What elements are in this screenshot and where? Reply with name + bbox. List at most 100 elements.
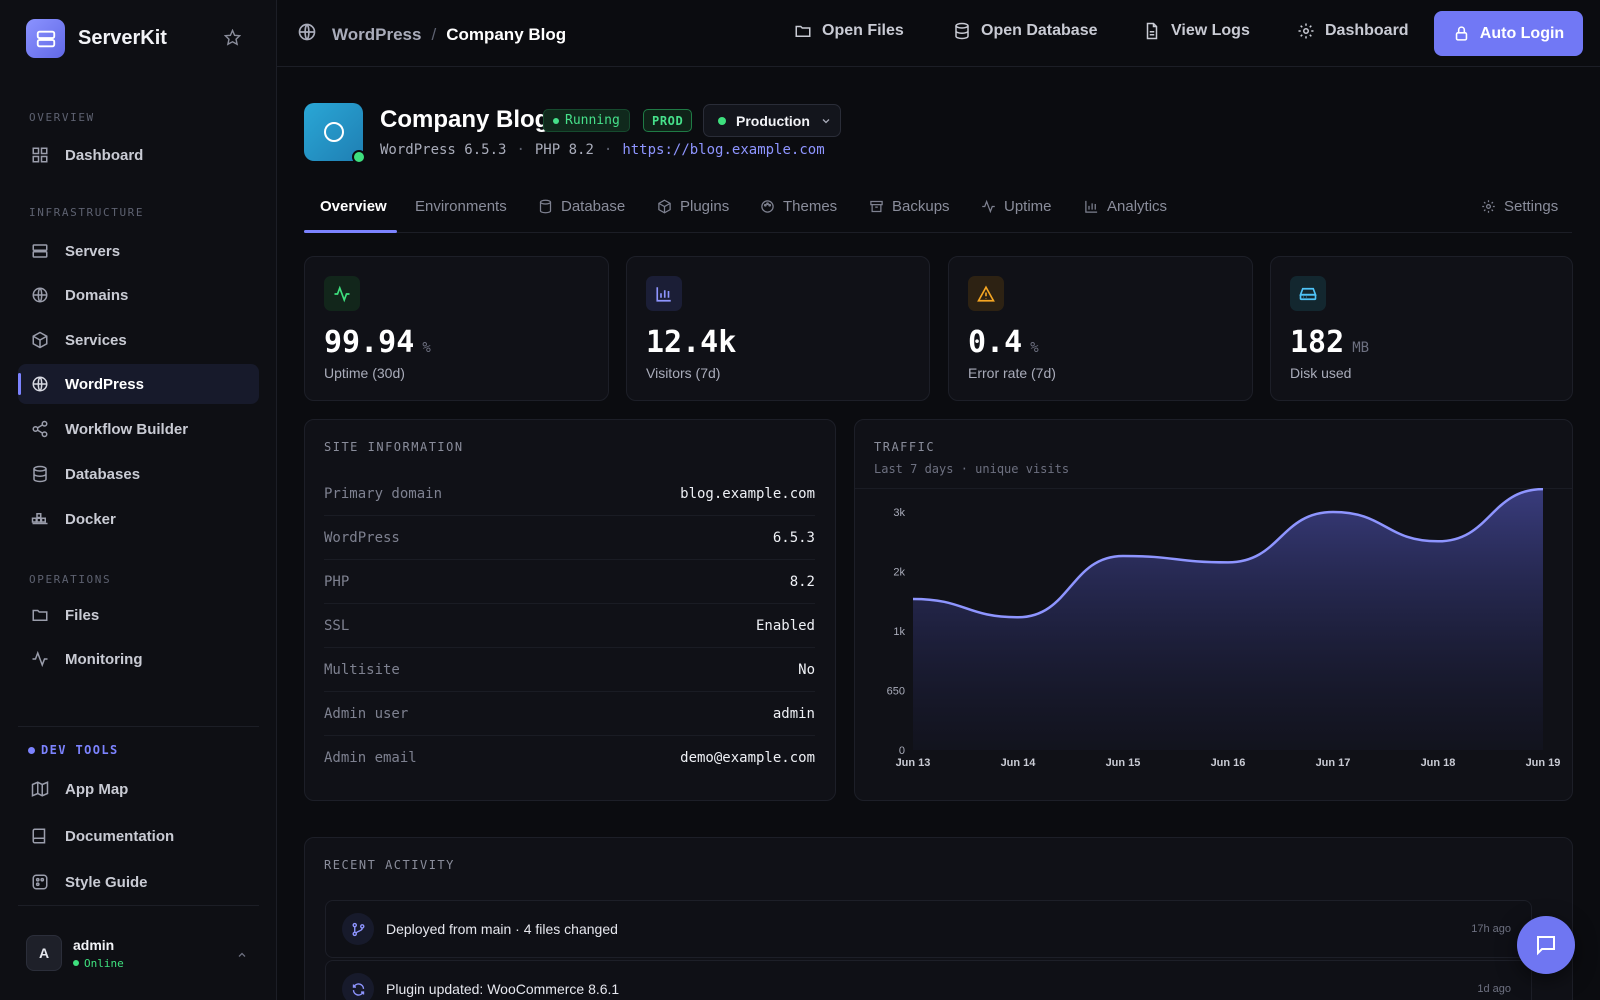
palette-icon [30,872,50,892]
open-database-button[interactable]: Open Database [953,22,1097,40]
info-row: WordPress 6.5.3 [324,516,815,560]
tab-database[interactable]: Database [538,198,625,215]
stat-card-disk: 182 MB Disk used [1270,256,1573,401]
meta-separator: · [603,142,613,158]
globe-icon [297,22,317,47]
activity-icon [324,276,360,311]
site-url-link[interactable]: https://blog.example.com [622,142,825,158]
gear-icon [1482,200,1495,213]
status-label: Running [565,113,620,128]
chevron-down-icon [822,118,830,123]
env-tag-badge: PROD [643,109,693,132]
tab-label: Plugins [680,198,730,215]
stat-label: Error rate (7d) [968,365,1056,381]
breadcrumb-wordpress[interactable]: WordPress [332,24,422,44]
sidebar-item-workflow-builder[interactable]: Workflow Builder [18,409,259,449]
stat-number: 12.4k [646,325,737,360]
y-tick-label: 650 [887,686,905,698]
chevron-up-icon[interactable] [236,948,248,966]
breadcrumb-separator: / [431,24,437,44]
breadcrumb-current: Company Blog [446,24,567,44]
activity-time: 1d ago [1477,983,1511,995]
tab-label: Uptime [1004,198,1052,215]
view-logs-button[interactable]: View Logs [1143,22,1250,40]
status-badge: Running [543,109,630,132]
hard-drive-icon [1290,276,1326,311]
auto-login-button[interactable]: Auto Login [1434,11,1583,56]
globe-icon [30,374,50,394]
brand[interactable]: ServerKit [26,19,167,58]
open-files-button[interactable]: Open Files [794,22,904,40]
sidebar-item-monitoring[interactable]: Monitoring [18,639,259,679]
sidebar-item-documentation[interactable]: Documentation [18,816,259,856]
user-menu[interactable]: A admin Online [26,935,124,971]
stat-value: 99.94% [324,325,431,360]
activity-text: Deployed from main · 4 files changed [386,921,618,937]
stat-label: Visitors (7d) [646,365,721,381]
info-row: Admin user admin [324,692,815,736]
traffic-line [912,488,1544,619]
site-information-panel: SITE INFORMATION Primary domain blog.exam… [304,419,836,801]
meta-separator: · [516,142,525,158]
tab-plugins[interactable]: Plugins [657,198,729,215]
stat-label: Disk used [1290,365,1352,381]
dashboard-button[interactable]: Dashboard [1297,22,1409,40]
stat-value: 12.4k [646,325,736,360]
sidebar-item-files[interactable]: Files [18,595,259,635]
breadcrumb: WordPress / Company Blog [297,22,566,47]
y-tick-label: 3k [893,507,905,519]
activity-item[interactable]: Plugin updated: WooCommerce 8.6.1 1d ago [325,960,1532,1000]
stat-card-error-rate: 0.4% Error rate (7d) [948,256,1253,401]
site-ring-icon [323,122,344,142]
box-icon [658,199,671,214]
bar-chart-icon [646,276,682,311]
panel-title: SITE INFORMATION [324,440,464,454]
section-overview: OVERVIEW [29,111,95,124]
sidebar-item-domains[interactable]: Domains [18,275,259,315]
tab-settings[interactable]: Settings [1481,198,1558,215]
info-value: demo@example.com [680,750,815,766]
info-value: Enabled [755,617,815,634]
tab-backups[interactable]: Backups [869,198,950,215]
environment-select[interactable]: Production [703,104,841,137]
sidebar-item-databases[interactable]: Databases [18,454,259,494]
sidebar-item-dashboard[interactable]: Dashboard [18,135,259,175]
palette-icon [761,200,774,213]
tab-overview[interactable]: Overview [320,198,387,215]
tab-analytics[interactable]: Analytics [1084,198,1167,215]
info-key: SSL [324,617,350,634]
favorite-star-icon[interactable] [223,28,242,51]
sidebar-item-label: Databases [65,465,141,483]
x-tick-label: Jun 14 [1001,757,1037,769]
sidebar-item-app-map[interactable]: App Map [18,769,259,809]
sidebar-item-services[interactable]: Services [18,320,259,360]
sidebar-item-label: Monitoring [65,650,143,668]
box-icon [30,330,50,350]
info-value: 6.5.3 [772,529,815,546]
activity-item[interactable]: Deployed from main · 4 files changed 17h… [325,900,1532,958]
tab-environments[interactable]: Environments [415,198,507,215]
stat-label: Uptime (30d) [324,365,405,381]
sidebar-item-docker[interactable]: Docker [18,499,259,539]
sidebar-item-label: Files [65,606,100,624]
tab-themes[interactable]: Themes [760,198,837,215]
tab-label: Backups [892,198,950,215]
chat-button[interactable] [1517,916,1575,974]
sidebar-item-label: Documentation [65,827,175,845]
y-tick-label: 2k [893,567,905,579]
info-value: admin [772,705,815,722]
section-infrastructure: INFRASTRUCTURE [29,206,145,219]
book-icon [30,826,50,846]
traffic-subtitle: Last 7 days · unique visits [874,462,1070,476]
tab-uptime[interactable]: Uptime [981,198,1052,215]
info-value: blog.example.com [680,485,815,502]
tab-bar: Overview Environments Database Plugins T… [304,186,1572,233]
sidebar-item-wordpress[interactable]: WordPress [18,364,259,404]
sidebar-item-style-guide[interactable]: Style Guide [18,862,259,902]
database-icon [30,464,50,484]
env-dot [718,116,726,125]
sidebar-item-label: Dashboard [65,146,144,164]
sidebar-item-servers[interactable]: Servers [18,231,259,271]
sidebar-item-label: Domains [65,286,129,304]
database-icon [539,199,552,214]
